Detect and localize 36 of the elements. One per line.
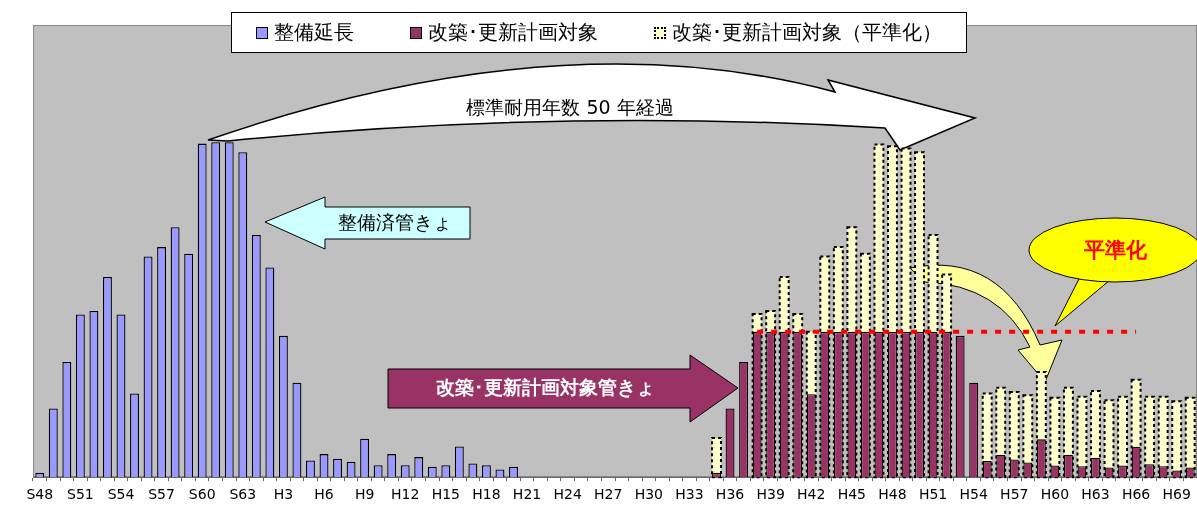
x-tick-label: H3 [273,486,294,503]
x-tick-label: H39 [756,486,785,503]
x-tick-label: H42 [797,486,826,503]
text: 標準耐用年数 50 年経過 [466,95,674,120]
x-tick-label: S63 [229,486,257,503]
x-tick-label: H18 [472,486,501,503]
x-tick-label: H12 [391,486,420,503]
x-tick-label: H63 [1081,486,1110,503]
annotation: 平準化 [1083,237,1147,264]
x-tick-label: H66 [1121,486,1151,503]
x-tick-label: H33 [675,486,704,503]
x-tick-label: H48 [878,486,907,503]
legend-label: 改築･更新計画対象 [427,19,598,46]
x-tick-label: H9 [354,486,375,503]
legend-label: 整備延長 [273,19,354,46]
annotation: 改築･更新計画対象管きょ [435,375,655,400]
annotation: 整備済管きょ [338,210,452,235]
x-tick-label: S54 [107,486,135,503]
x-tick-label: H30 [634,486,664,503]
legend-label: 改築･更新計画対象（平準化） [671,19,942,46]
x-tick-label: H36 [715,486,745,503]
x-tick-label: H69 [1162,486,1191,503]
x-tick-label: H15 [431,486,460,503]
x-tick-label: H27 [594,486,623,503]
x-tick-label: S48 [26,486,54,503]
x-tick-label: H60 [1040,486,1070,503]
x-tick-label: H6 [314,486,334,503]
x-tick-label: H57 [1000,486,1029,503]
x-tick-label: S60 [188,486,216,503]
x-tick-label: H45 [837,486,867,503]
x-tick-label: H24 [553,486,582,503]
x-tick-label: H21 [512,486,542,503]
x-tick-label: S57 [148,486,175,503]
x-tick-label: S51 [67,486,94,503]
x-tick-label: H54 [959,486,988,503]
x-tick-label: H51 [918,486,948,503]
